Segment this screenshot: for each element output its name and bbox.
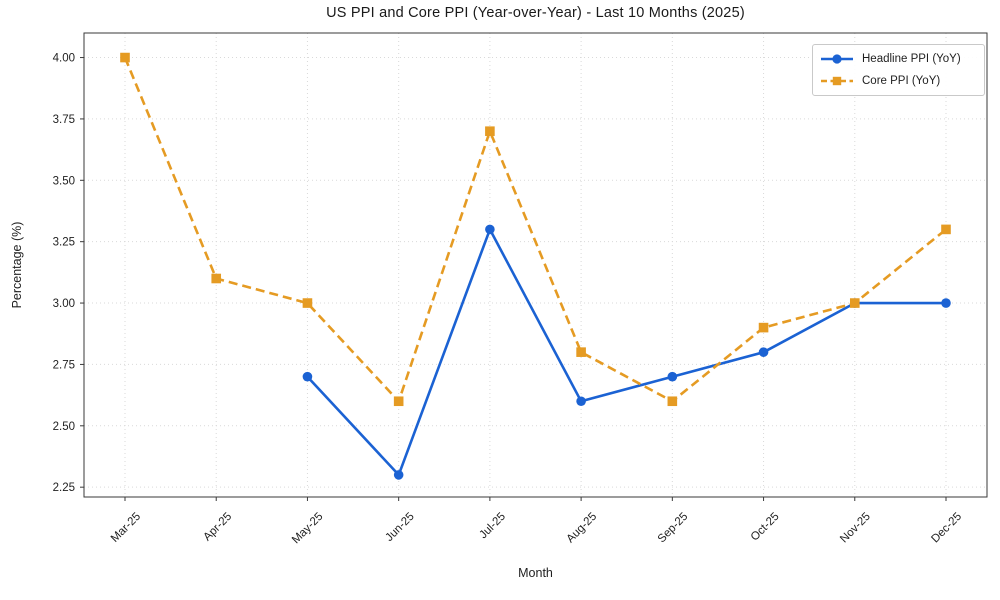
legend-label-core-ppi: Core PPI (YoY) (862, 75, 941, 87)
x-tick-label: Aug-25 (565, 511, 600, 546)
core-ppi-marker (667, 396, 678, 407)
core-ppi-marker (120, 52, 130, 63)
core-ppi-marker (849, 298, 860, 308)
y-tick-label: 3.50 (53, 175, 75, 187)
x-tick-label: Dec-25 (929, 511, 964, 546)
core-ppi-line (123, 57, 947, 403)
y-tick-label: 2.75 (53, 359, 75, 371)
core-ppi-marker (576, 347, 586, 357)
legend-item-core-ppi: Core PPI (YoY) (820, 72, 977, 90)
core-ppi-marker (485, 126, 495, 137)
chart-title: US PPI and Core PPI (Year-over-Year) - L… (326, 5, 745, 21)
headline-ppi-marker (393, 470, 404, 480)
x-tick-label: Mar-25 (109, 511, 143, 545)
core-ppi-marker (393, 396, 404, 407)
core-ppi-marker (941, 224, 951, 235)
x-tick-label: Jul-25 (477, 511, 508, 542)
headline-line-swatch-icon (821, 54, 853, 64)
x-tick-label: Nov-25 (838, 511, 873, 546)
core-ppi-marker (211, 273, 222, 284)
x-tick-label: Apr-25 (201, 511, 234, 544)
core-ppi-marker (758, 322, 769, 333)
legend-label-headline-ppi: Headline PPI (YoY) (862, 53, 961, 65)
y-tick-label: 2.50 (53, 421, 75, 433)
legend: Headline PPI (YoY) Core PPI (YoY) (812, 44, 985, 96)
core-ppi-marker (302, 298, 313, 308)
x-axis-label: Month (518, 566, 553, 580)
headline-ppi-line (306, 228, 946, 477)
y-tick-label: 3.25 (53, 237, 75, 249)
core-swatch-marker (832, 76, 842, 86)
headline-ppi-marker (302, 371, 313, 382)
y-tick-label: 3.75 (53, 114, 75, 126)
headline-ppi-marker (941, 298, 951, 308)
headline-ppi-marker (758, 347, 769, 357)
legend-item-headline-ppi: Headline PPI (YoY) (820, 50, 977, 68)
core-line-swatch-icon (821, 76, 853, 86)
y-tick-label: 3.00 (53, 298, 75, 310)
headline-swatch-marker (832, 54, 842, 64)
headline-ppi-marker (667, 371, 678, 382)
y-tick-label: 2.25 (53, 482, 75, 494)
x-tick-label: Sep-25 (656, 511, 691, 546)
plot-border (83, 32, 988, 498)
headline-ppi-marker (576, 396, 586, 407)
headline-ppi-marker (485, 224, 495, 235)
x-tick-label: May-25 (290, 511, 326, 547)
x-tick-label: Oct-25 (749, 511, 782, 544)
x-tick-label: Jun-25 (383, 511, 416, 544)
y-tick-label: 4.00 (53, 53, 75, 65)
